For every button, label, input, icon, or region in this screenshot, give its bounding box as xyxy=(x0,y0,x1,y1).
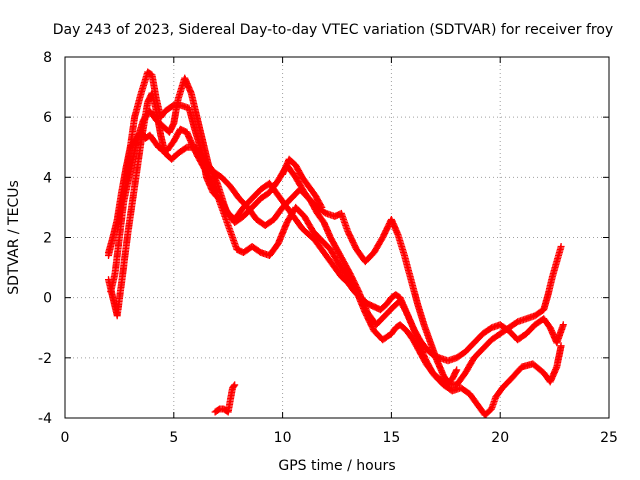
y-tick-label: 6 xyxy=(43,110,52,126)
series-track-d xyxy=(105,89,565,389)
y-tick-label: 2 xyxy=(43,231,52,247)
data-point xyxy=(318,203,326,211)
chart-title: Day 243 of 2023, Sidereal Day-to-day VTE… xyxy=(53,22,613,38)
data-point xyxy=(317,202,325,210)
data-point xyxy=(557,342,565,350)
data-point xyxy=(557,243,565,250)
x-axis-label: GPS time / hours xyxy=(278,458,395,474)
x-tick-label: 25 xyxy=(600,430,618,446)
y-tick-label: 8 xyxy=(43,50,52,66)
data-point xyxy=(559,321,567,329)
y-tick-label: 0 xyxy=(43,291,52,307)
y-tick-label: -2 xyxy=(38,351,52,367)
grid-layer xyxy=(65,57,609,418)
x-tick-label: 15 xyxy=(382,430,400,446)
x-tick-label: 5 xyxy=(169,430,178,446)
x-tick-label: 0 xyxy=(61,430,70,446)
axes-layer: 0 5 10 15 20 25 -4 -2 0 2 4 6 8 xyxy=(38,50,618,446)
x-tick-label: 20 xyxy=(491,430,509,446)
data-point xyxy=(230,382,238,390)
y-axis-label: SDTVAR / TECUs xyxy=(6,180,22,295)
series-track-c xyxy=(107,74,567,365)
x-tick-label: 10 xyxy=(274,430,292,446)
data-point xyxy=(453,366,461,374)
series-track-f xyxy=(211,381,239,416)
y-tick-label: 4 xyxy=(43,170,52,186)
data-points-layer xyxy=(105,68,567,419)
series-track-e xyxy=(279,155,326,211)
y-tick-label: -4 xyxy=(38,411,52,427)
data-point xyxy=(231,381,239,389)
